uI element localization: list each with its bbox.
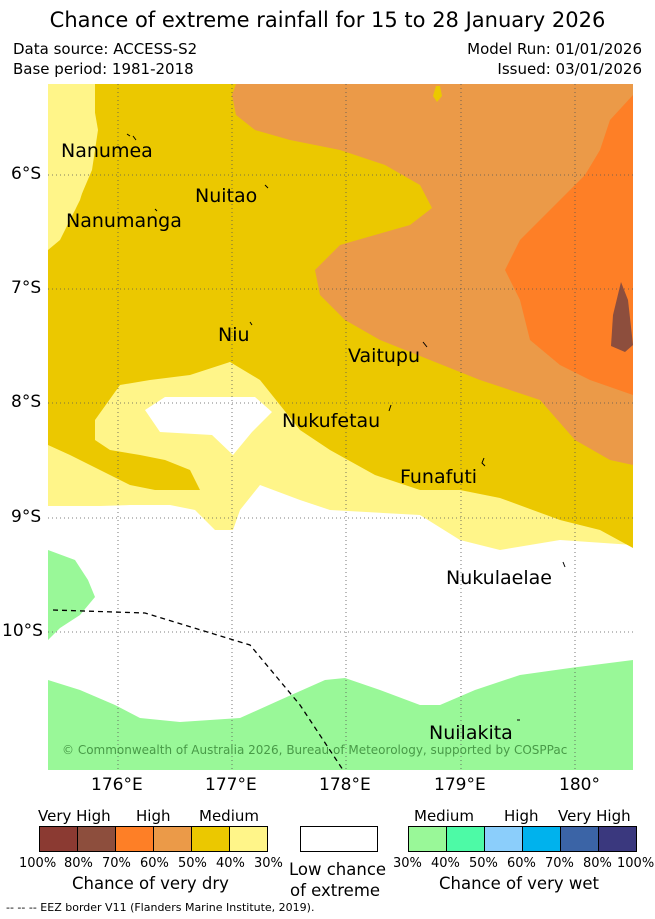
island-label-nanumea: Nanumea: [61, 140, 153, 162]
dry-high-label: High: [136, 807, 171, 825]
wet-pct-80: 80%: [583, 856, 612, 871]
dry-50-60-region: [232, 84, 633, 465]
wet-high-label: High: [504, 807, 539, 825]
lat-tick-8s: 8°S: [11, 392, 42, 412]
wet-pct-70: 70%: [545, 856, 574, 871]
dry-pct-50: 50%: [178, 856, 207, 871]
lat-tick-9s: 9°S: [11, 507, 42, 527]
dry-swatch-0: [39, 826, 78, 852]
wet-pct-30: 30%: [393, 856, 422, 871]
copyright-notice: © Commonwealth of Australia 2026, Bureau…: [62, 743, 568, 757]
wet-swatch-1: [446, 826, 485, 852]
dry-60-70-region: [505, 95, 633, 395]
lat-tick-10s: 10°S: [2, 621, 43, 641]
dry-caption: Chance of very dry: [72, 874, 229, 893]
dry-pct-70: 70%: [102, 856, 131, 871]
map-title: Chance of extreme rainfall for 15 to 28 …: [49, 8, 606, 32]
dry-pct-60: 60%: [140, 856, 169, 871]
wet-swatch-2: [484, 826, 523, 852]
dry-swatch-4: [191, 826, 230, 852]
wet-30-40-south: [48, 660, 633, 770]
wet-pct-50: 50%: [469, 856, 498, 871]
island-label-nukufetau: Nukufetau: [282, 410, 381, 432]
lon-tick-176e: 176°E: [91, 775, 143, 795]
island-label-funafuti: Funafuti: [400, 466, 478, 488]
wet-swatch-0: [408, 826, 447, 852]
rainfall-map: [48, 84, 633, 771]
dry-swatch-3: [153, 826, 192, 852]
low-chance-line2: of extreme: [290, 881, 381, 900]
lon-tick-179e: 179°E: [434, 775, 486, 795]
dry-pct-40: 40%: [216, 856, 245, 871]
wet-caption: Chance of very wet: [439, 874, 599, 893]
lon-tick-180: 180°: [559, 775, 600, 795]
dry-medium-label: Medium: [199, 807, 259, 825]
dry-swatch-5: [229, 826, 268, 852]
island-label-niu: Niu: [218, 324, 250, 346]
dry-pct-100: 100%: [19, 856, 57, 871]
issued-date: Issued: 03/01/2026: [497, 60, 642, 78]
wet-medium-label: Medium: [414, 807, 474, 825]
island-label-nuitao: Nuitao: [195, 185, 258, 207]
dry-80-100-region: [611, 282, 633, 352]
wet-pct-40: 40%: [431, 856, 460, 871]
yellow-speck: [433, 86, 442, 102]
dry-very-high-label: Very High: [38, 807, 111, 825]
low-chance-line1: Low chance: [289, 860, 387, 879]
data-source: Data source: ACCESS-S2: [13, 40, 198, 58]
dry-swatch-1: [77, 826, 116, 852]
wet-30-40-west: [48, 550, 95, 640]
dry-pct-80: 80%: [64, 856, 93, 871]
base-period: Base period: 1981-2018: [13, 60, 194, 78]
island-label-nuilakita: Nuilakita: [429, 722, 513, 744]
wet-swatch-5: [598, 826, 637, 852]
wet-pct-60: 60%: [507, 856, 536, 871]
lat-tick-6s: 6°S: [11, 164, 42, 184]
lat-tick-7s: 7°S: [11, 278, 42, 298]
dry-pct-30: 30%: [254, 856, 283, 871]
eez-border: [52, 609, 344, 771]
island-label-vaitupu: Vaitupu: [348, 345, 421, 367]
lon-tick-177e: 177°E: [205, 775, 257, 795]
eez-border-note: -- -- -- EEZ border V11 (Flanders Marine…: [6, 901, 315, 914]
low-chance-pocket: [145, 397, 272, 455]
island-label-nanumanga: Nanumanga: [66, 210, 182, 232]
lon-tick-178e: 178°E: [319, 775, 371, 795]
dry-30-40-west: [48, 84, 98, 245]
wet-pct-100: 100%: [617, 856, 655, 871]
dry-swatch-2: [115, 826, 154, 852]
wet-swatch-3: [522, 826, 561, 852]
map-gridlines: [48, 84, 633, 770]
island-marks: [126, 133, 566, 721]
wet-swatch-4: [560, 826, 599, 852]
low-chance-swatch: [300, 826, 378, 852]
model-run: Model Run: 01/01/2026: [467, 40, 642, 58]
island-label-nukulaelae: Nukulaelae: [446, 567, 552, 589]
wet-very-high-label: Very High: [558, 807, 631, 825]
